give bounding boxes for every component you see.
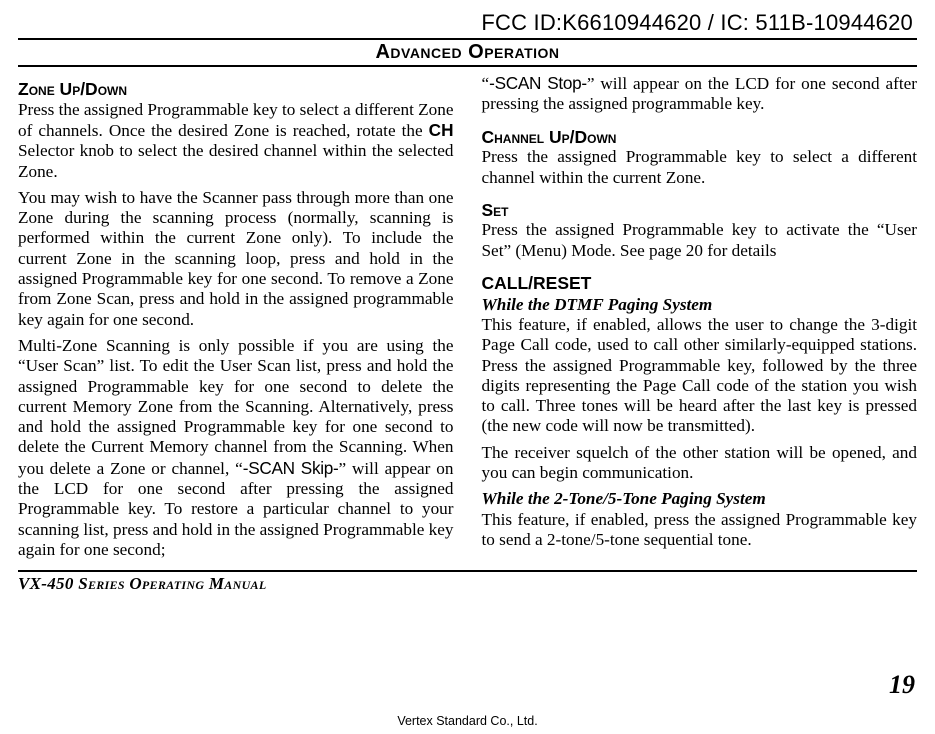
set-heading: Set	[482, 200, 918, 221]
left-column: Zone Up/Down Press the assigned Programm…	[18, 73, 454, 560]
zone-p1a: Press the assigned Programmable key to s…	[18, 100, 454, 140]
call-sub-1: While the DTMF Paging System	[482, 295, 918, 315]
fcc-id-line: FCC ID:K6610944620 / IC: 511B-10944620	[18, 10, 917, 36]
manual-title: VX-450 Series Operating Manual	[18, 574, 266, 594]
vertex-footer: Vertex Standard Co., Ltd.	[0, 714, 935, 728]
right-column: “-SCAN Stop-” will appear on the LCD for…	[482, 73, 918, 560]
channel-para: Press the assigned Programmable key to s…	[482, 147, 918, 188]
cont-para: “-SCAN Stop-” will appear on the LCD for…	[482, 73, 918, 115]
channel-heading: Channel Up/Down	[482, 127, 918, 148]
footer: VX-450 Series Operating Manual	[18, 574, 917, 594]
scan-stop-text: -SCAN Stop-	[489, 73, 587, 93]
content-columns: Zone Up/Down Press the assigned Programm…	[18, 73, 917, 560]
zone-para-3: Multi-Zone Scanning is only possible if …	[18, 336, 454, 560]
zone-para-1: Press the assigned Programmable key to s…	[18, 100, 454, 182]
page-title-band: Advanced Operation	[18, 38, 917, 67]
zone-p1b: Selector knob to select the desired chan…	[18, 141, 454, 180]
zone-heading: Zone Up/Down	[18, 79, 454, 100]
call-heading: CALL/RESET	[482, 273, 918, 294]
call-para-1: This feature, if enabled, allows the use…	[482, 315, 918, 437]
footer-rule	[18, 570, 917, 572]
page-title: Advanced Operation	[375, 41, 559, 63]
scan-skip-text: -SCAN Skip-	[243, 458, 339, 478]
page-number: 19	[889, 670, 915, 700]
set-para: Press the assigned Programmable key to a…	[482, 220, 918, 261]
cont-a: “	[482, 74, 490, 93]
zone-para-2: You may wish to have the Scanner pass th…	[18, 188, 454, 330]
zone-p3a: Multi-Zone Scanning is only possible if …	[18, 336, 454, 478]
call-para-2: The receiver squelch of the other statio…	[482, 443, 918, 484]
call-sub-2: While the 2-Tone/5-Tone Paging System	[482, 489, 918, 509]
ch-label: CH	[429, 120, 454, 140]
call-para-3: This feature, if enabled, press the assi…	[482, 510, 918, 551]
